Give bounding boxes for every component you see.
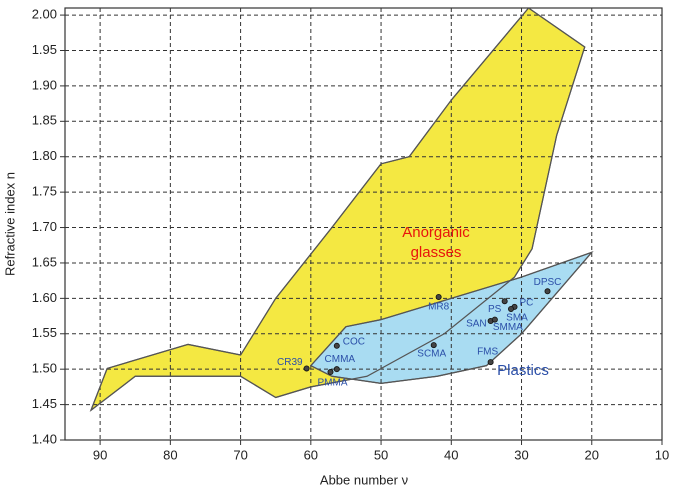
y-tick-label: 1.80	[32, 148, 57, 163]
point-label: FMS	[477, 347, 498, 358]
y-tick-label: 1.75	[32, 184, 57, 199]
material-point	[501, 298, 508, 305]
point-label: SAN	[466, 319, 487, 330]
x-tick-label: 20	[585, 447, 599, 462]
x-tick-label: 70	[233, 447, 247, 462]
y-tick-label: 1.45	[32, 396, 57, 411]
x-axis-label: Abbe number ν	[320, 472, 408, 487]
point-label: MR8	[428, 302, 450, 313]
x-tick-label: 50	[374, 447, 388, 462]
y-tick-label: 1.85	[32, 113, 57, 128]
material-point	[430, 342, 437, 349]
x-tick-label: 10	[655, 447, 669, 462]
point-label: PS	[488, 304, 502, 315]
x-tick-label: 30	[514, 447, 528, 462]
material-point	[487, 359, 494, 366]
material-point	[491, 316, 498, 323]
point-label: CR39	[277, 357, 303, 368]
point-label: CMMA	[325, 354, 356, 365]
plot-frame	[64, 7, 663, 441]
material-point	[327, 369, 334, 376]
y-tick-label: 1.90	[32, 77, 57, 92]
y-tick-label: 1.95	[32, 42, 57, 57]
point-label: SMA	[506, 313, 528, 324]
y-tick-label: 1.50	[32, 361, 57, 376]
point-label: PC	[520, 297, 534, 308]
point-label: SCMA	[417, 349, 446, 360]
material-point	[435, 293, 442, 300]
x-tick-label: 80	[163, 447, 177, 462]
y-tick-label: 2.00	[32, 7, 57, 22]
material-point	[333, 342, 340, 349]
y-tick-label: 1.55	[32, 325, 57, 340]
y-tick-label: 1.40	[32, 431, 57, 446]
point-label: SMMA	[493, 322, 523, 333]
region-outline	[89, 7, 586, 413]
y-axis-label: Refractive index n	[2, 172, 17, 276]
material-point	[333, 366, 340, 373]
material-point	[303, 365, 310, 372]
point-label: PMMA	[317, 378, 347, 389]
region-label: Anorganic glasses	[402, 224, 470, 261]
material-point	[544, 288, 551, 295]
y-tick-label: 1.60	[32, 290, 57, 305]
y-tick-label: 1.70	[32, 219, 57, 234]
x-tick-label: 40	[444, 447, 458, 462]
region-outline	[309, 251, 594, 384]
point-label: DPSC	[534, 277, 562, 288]
x-tick-label: 90	[93, 447, 107, 462]
point-label: COC	[343, 336, 365, 347]
region-label: Plastics	[497, 362, 549, 379]
material-point	[507, 305, 514, 312]
y-tick-label: 1.65	[32, 254, 57, 269]
x-tick-label: 60	[304, 447, 318, 462]
